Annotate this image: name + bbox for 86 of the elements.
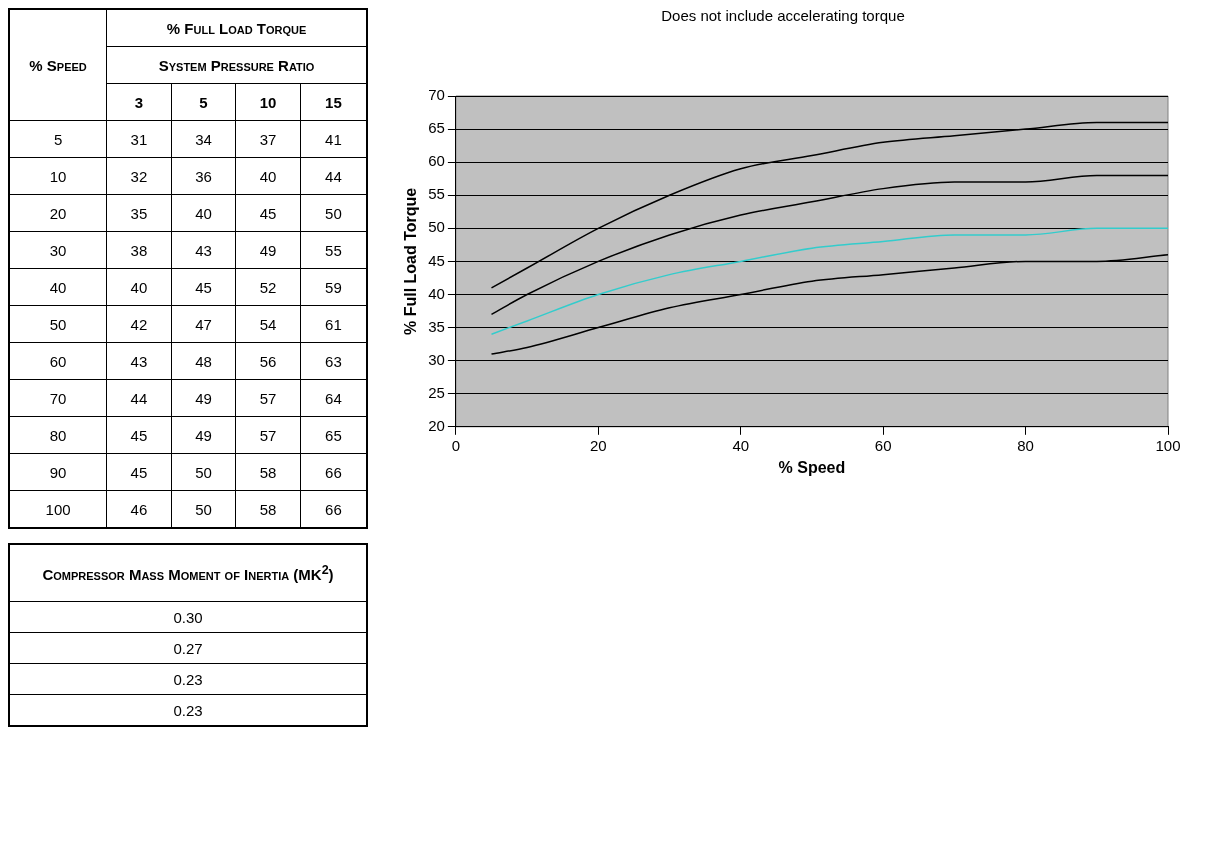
y-tick-label: 90 (9, 453, 107, 491)
x-tick-label: 100 (1155, 436, 1181, 454)
text: 0.27 (9, 632, 367, 664)
x-tick-label: 3 (106, 83, 172, 121)
data-label: 32 (106, 157, 172, 195)
text: 0.30 (9, 601, 367, 633)
data-label: 65 (300, 416, 367, 454)
y-tick-label: 10 (9, 157, 107, 195)
data-label: 45 (171, 268, 236, 306)
y-tick-label: 45 (428, 251, 445, 269)
data-label: 49 (171, 379, 236, 417)
data-label: 52 (235, 268, 301, 306)
text: Compressor Mass Moment of Inertia (MK$^{2}$) (9, 544, 367, 602)
y-tick-label: 70 (9, 379, 107, 417)
y-tick-label: 70 (428, 86, 445, 104)
data-label: 41 (300, 120, 367, 158)
data-label: 43 (171, 231, 236, 269)
data-label: 34 (171, 120, 236, 158)
chart-title: Does not include accelerating torque (661, 7, 905, 25)
y-tick-label: 5 (9, 120, 107, 158)
data-label: 50 (300, 194, 367, 232)
data-label: 57 (235, 416, 301, 454)
data-label: 45 (106, 453, 172, 491)
y-tick-label: 35 (428, 317, 445, 335)
y-tick-label: 65 (428, 119, 445, 137)
y-tick-label: 60 (9, 342, 107, 380)
data-label: 38 (106, 231, 172, 269)
x-tick-label: 80 (1017, 436, 1034, 454)
data-label: 54 (235, 305, 301, 343)
data-label: 44 (300, 157, 367, 195)
data-label: 47 (171, 305, 236, 343)
data-label: 40 (106, 268, 172, 306)
data-label: 58 (235, 490, 301, 528)
data-label: 40 (171, 194, 236, 232)
text: 0.23 (9, 663, 367, 695)
data-label: 35 (106, 194, 172, 232)
data-label: 44 (106, 379, 172, 417)
y-tick-label: 100 (9, 490, 107, 528)
data-label: 55 (300, 231, 367, 269)
y-tick-label: 55 (428, 185, 445, 203)
chart-title: % Full Load Torque (106, 9, 367, 47)
x-tick-label: 5 (171, 83, 236, 121)
data-label: 58 (235, 453, 301, 491)
y-tick-label: 50 (9, 305, 107, 343)
x-tick-label: 10 (235, 83, 301, 121)
data-label: 37 (235, 120, 301, 158)
data-label: 66 (300, 453, 367, 491)
x-tick-label: 0 (451, 436, 461, 454)
data-label: 49 (171, 416, 236, 454)
y-tick-label: 30 (9, 231, 107, 269)
y-tick-label: 50 (428, 218, 445, 236)
data-label: 45 (106, 416, 172, 454)
data-label: 50 (171, 490, 236, 528)
data-label: 46 (106, 490, 172, 528)
text: 0.23 (9, 694, 367, 726)
y-axis-title: % Speed (9, 9, 107, 121)
data-label: 57 (235, 379, 301, 417)
data-label: 40 (235, 157, 301, 195)
data-label: 56 (235, 342, 301, 380)
data-label: 43 (106, 342, 172, 380)
data-label: 49 (235, 231, 301, 269)
y-tick-label: 20 (9, 194, 107, 232)
data-label: 31 (106, 120, 172, 158)
data-label: 36 (171, 157, 236, 195)
y-tick-label: 40 (428, 284, 445, 302)
y-tick-label: 40 (9, 268, 107, 306)
x-tick-label: 60 (874, 436, 892, 454)
data-label: 45 (235, 194, 301, 232)
x-axis-title: % Speed (778, 458, 846, 476)
y-tick-label: 30 (428, 350, 445, 368)
y-tick-label: 60 (428, 152, 445, 170)
data-label: 64 (300, 379, 367, 417)
x-axis-title: System Pressure Ratio (106, 46, 367, 84)
data-label: 48 (171, 342, 236, 380)
data-label: 61 (300, 305, 367, 343)
data-label: 63 (300, 342, 367, 380)
x-tick-label: 15 (300, 83, 367, 121)
x-tick-label: 40 (732, 436, 750, 454)
data-label: 66 (300, 490, 367, 528)
y-tick-label: 25 (428, 383, 445, 401)
data-label: 42 (106, 305, 172, 343)
data-label: 59 (300, 268, 367, 306)
x-tick-label: 20 (589, 436, 607, 454)
data-label: 50 (171, 453, 236, 491)
y-axis-title: % Full Load Torque (402, 187, 420, 336)
y-tick-label: 20 (428, 416, 445, 434)
